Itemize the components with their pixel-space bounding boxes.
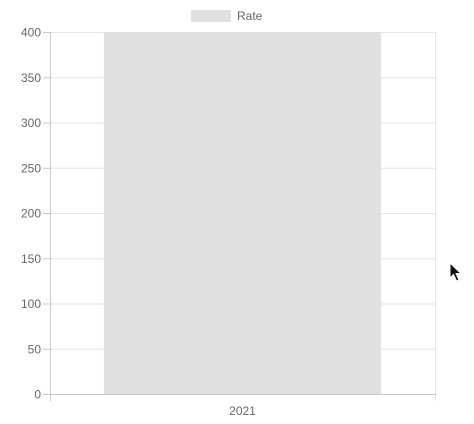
y-tick-label-350: 350 — [21, 71, 41, 85]
y-tick-label-0: 0 — [34, 388, 41, 402]
x-axis-tick-labels: 2021 — [229, 404, 256, 418]
y-tick-label-50: 50 — [28, 342, 42, 356]
y-tick-label-100: 100 — [21, 297, 41, 311]
y-tick-label-250: 250 — [21, 161, 41, 175]
x-tick-label-2021: 2021 — [229, 404, 256, 418]
y-tick-label-400: 400 — [21, 26, 41, 40]
legend-swatch-rate — [191, 10, 231, 22]
y-tick-label-200: 200 — [21, 207, 41, 221]
y-tick-label-300: 300 — [21, 116, 41, 130]
y-tick-label-150: 150 — [21, 252, 41, 266]
bar-2021[interactable] — [103, 32, 382, 394]
axes — [50, 32, 436, 401]
bar-layer — [103, 32, 382, 394]
chart-legend[interactable]: Rate — [191, 9, 263, 23]
mouse-pointer-icon — [449, 262, 463, 282]
y-axis-tick-labels: 0 50 100 150 200 250 300 350 400 — [21, 26, 41, 402]
legend-label-rate: Rate — [237, 9, 263, 23]
